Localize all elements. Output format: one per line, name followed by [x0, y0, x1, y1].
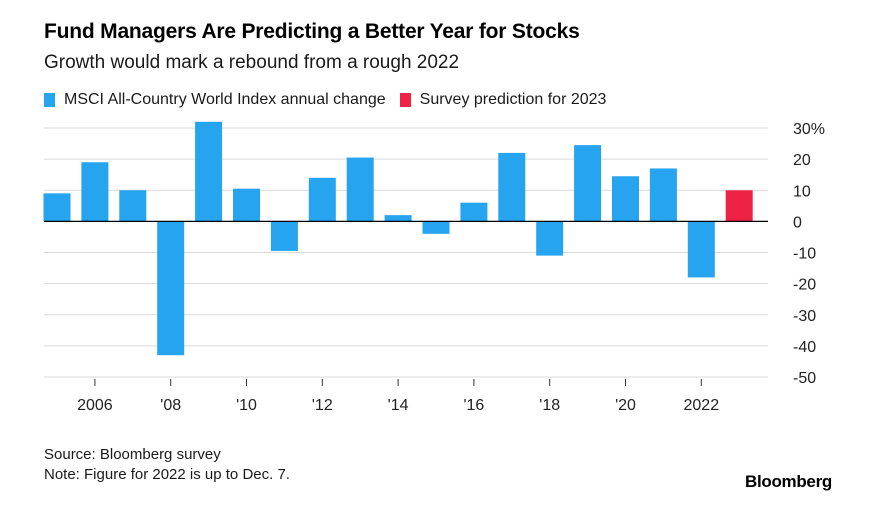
- x-tick-label: '12: [312, 397, 333, 414]
- bar-2009: [195, 121, 223, 222]
- x-tick-label: '16: [463, 397, 484, 414]
- y-tick-label: -20: [793, 277, 816, 294]
- source-note: Source: Bloomberg survey: [44, 446, 221, 463]
- y-tick-label: -10: [793, 246, 816, 263]
- chart-legend: MSCI All-Country World Index annual chan…: [44, 91, 620, 109]
- y-tick-label: 20: [793, 152, 811, 169]
- y-tick-label: -30: [793, 308, 816, 325]
- data-note: Note: Figure for 2022 is up to Dec. 7.: [44, 466, 290, 483]
- bar-2019: [574, 145, 602, 222]
- bar-2018: [536, 221, 564, 256]
- bar-2016: [460, 202, 488, 222]
- bar-2012: [308, 177, 336, 222]
- x-tick-label: 2022: [684, 397, 720, 414]
- bar-2011: [270, 221, 298, 251]
- x-tick-label: '20: [615, 397, 636, 414]
- y-tick-label: -40: [793, 339, 816, 356]
- chart-footer: Source: Bloomberg survey Note: Figure fo…: [44, 445, 290, 485]
- bar-2015: [422, 221, 450, 234]
- legend-label-survey: Survey prediction for 2023: [419, 91, 607, 108]
- legend-swatch-msci: [44, 93, 55, 107]
- bar-2014: [384, 215, 412, 222]
- chart-title: Fund Managers Are Predicting a Better Ye…: [44, 20, 580, 43]
- legend-item-msci: MSCI All-Country World Index annual chan…: [44, 91, 386, 109]
- legend-item-survey: Survey prediction for 2023: [399, 91, 607, 109]
- legend-swatch-survey: [399, 93, 411, 107]
- x-tick-label: '10: [236, 397, 257, 414]
- bar-2006: [81, 162, 109, 222]
- legend-label-msci: MSCI All-Country World Index annual chan…: [64, 91, 386, 108]
- bar-2007: [119, 190, 147, 222]
- bar-2005: [43, 193, 71, 222]
- x-tick-label: '14: [388, 397, 409, 414]
- bar-2010: [233, 188, 260, 222]
- chart-subtitle: Growth would mark a rebound from a rough…: [44, 52, 460, 73]
- bar-prediction-2023: [725, 190, 753, 222]
- y-tick-label: -50: [793, 370, 816, 387]
- bar-2022: [687, 221, 715, 278]
- x-tick-label: '18: [539, 397, 560, 414]
- y-tick-label: 0: [793, 214, 802, 231]
- bar-2020: [612, 176, 639, 222]
- x-tick-label: 2006: [77, 397, 113, 414]
- bar-2008: [157, 221, 185, 356]
- x-tick-label: '08: [160, 397, 181, 414]
- bar-2021: [649, 168, 677, 222]
- bloomberg-logo: Bloomberg: [744, 472, 832, 491]
- y-tick-label: 10: [793, 183, 811, 200]
- bar-2017: [498, 152, 526, 222]
- bar-2013: [346, 157, 374, 222]
- y-tick-label: 30%: [793, 121, 825, 138]
